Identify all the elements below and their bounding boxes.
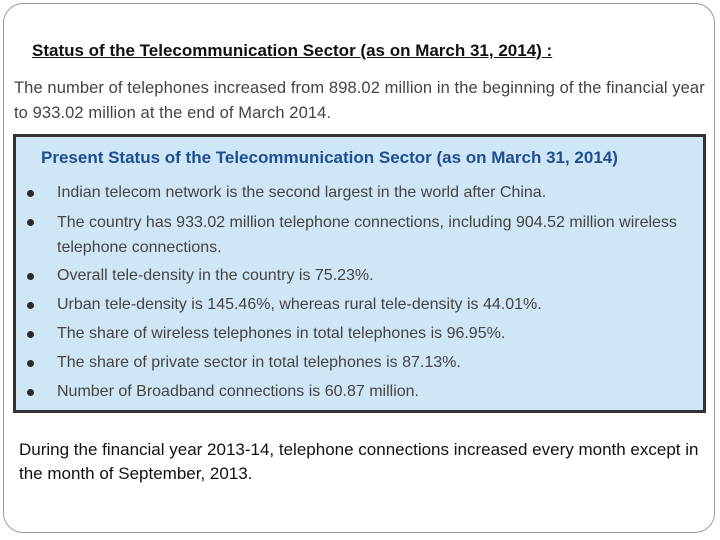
bullet-dot-icon xyxy=(27,331,34,338)
bullet-text: Indian telecom network is the second lar… xyxy=(57,184,547,201)
bullet-dot-icon xyxy=(27,273,34,280)
status-bullet-list: Indian telecom network is the second lar… xyxy=(16,181,703,409)
intro-paragraph: The number of telephones increased from … xyxy=(14,79,705,122)
bullet-dot-icon xyxy=(27,360,34,367)
bullet-item: The country has 933.02 million telephone… xyxy=(16,210,703,264)
bullet-item: Indian telecom network is the second lar… xyxy=(16,181,703,210)
slide-heading: Status of the Telecommunication Sector (… xyxy=(32,41,553,60)
bullet-dot-icon xyxy=(27,190,34,197)
bullet-text: Urban tele-density is 145.46%, whereas r… xyxy=(57,296,542,313)
bullet-item: Number of Broadband connections is 60.87… xyxy=(16,380,703,409)
slide-frame xyxy=(3,3,715,533)
bullet-dot-icon xyxy=(27,389,34,396)
bullet-dot-icon xyxy=(27,302,34,309)
bullet-text: The share of private sector in total tel… xyxy=(57,354,461,371)
footer-paragraph: During the financial year 2013-14, telep… xyxy=(19,440,699,483)
bullet-text: The share of wireless telephones in tota… xyxy=(57,325,506,342)
bullet-item: Overall tele-density in the country is 7… xyxy=(16,264,703,293)
bullet-text: Number of Broadband connections is 60.87… xyxy=(57,383,419,400)
bullet-item: The share of private sector in total tel… xyxy=(16,351,703,380)
bullet-item: Urban tele-density is 145.46%, whereas r… xyxy=(16,293,703,322)
bullet-item: The share of wireless telephones in tota… xyxy=(16,322,703,351)
bullet-text: The country has 933.02 million telephone… xyxy=(57,214,677,256)
bullet-dot-icon xyxy=(27,219,34,226)
status-box-title: Present Status of the Telecommunication … xyxy=(41,148,618,167)
present-status-box: Present Status of the Telecommunication … xyxy=(13,134,706,413)
bullet-text: Overall tele-density in the country is 7… xyxy=(57,267,374,284)
